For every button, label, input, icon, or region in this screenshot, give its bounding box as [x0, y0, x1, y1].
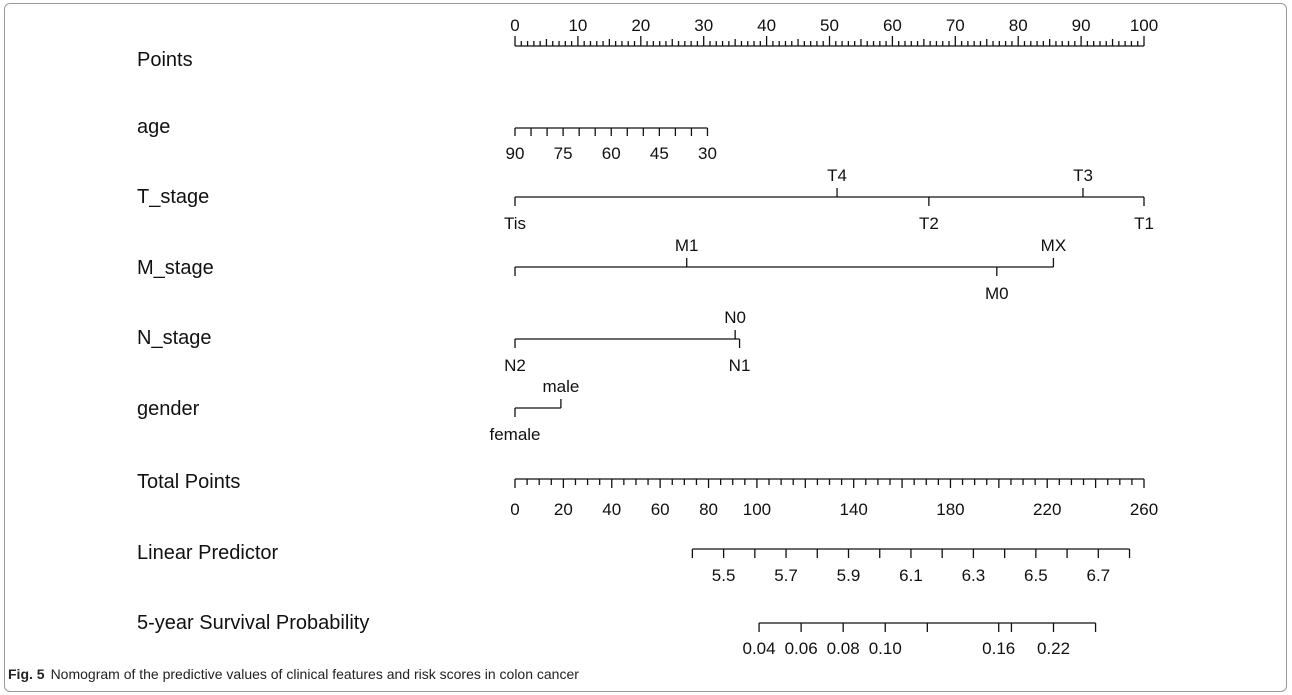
- row-m-stage: M_stage M1 M0 MX: [137, 236, 1066, 303]
- tick-label: 20: [631, 16, 650, 35]
- tick-label: 0.04: [743, 639, 776, 658]
- tick-label: 60: [883, 16, 902, 35]
- tick-label: 0.10: [869, 639, 902, 658]
- row-n-stage: N_stage N2 N0 N1: [137, 308, 750, 375]
- tick-label: 260: [1130, 500, 1158, 519]
- tick-label: 30: [698, 144, 717, 163]
- row-label: gender: [137, 398, 200, 420]
- tick-label: 0.16: [982, 639, 1015, 658]
- tick-label: 6.1: [899, 566, 923, 585]
- tick-label: 0.06: [785, 639, 818, 658]
- tick-label: 10: [568, 16, 587, 35]
- category-label: female: [489, 425, 540, 444]
- tick-label: 40: [757, 16, 776, 35]
- tick-label: 0.08: [827, 639, 860, 658]
- tick-label: 6.5: [1024, 566, 1048, 585]
- nomogram-chart: Points 0 10 20 30 40 50 60 70 80 90 100 age 90 75 60 45 3…: [137, 16, 1158, 658]
- row-gender: gender female male: [137, 377, 579, 444]
- tick-label: 5.9: [837, 566, 861, 585]
- tick-label: 40: [602, 500, 621, 519]
- category-label: T2: [919, 214, 939, 233]
- figure-caption: Fig. 5 Nomogram of the predictive values …: [8, 666, 579, 682]
- tick-label: 45: [650, 144, 669, 163]
- tick-label: 60: [602, 144, 621, 163]
- tick-label: 100: [743, 500, 771, 519]
- row-label: T_stage: [137, 186, 209, 208]
- row-points: Points 0 10 20 30 40 50 60 70 80 90 100: [137, 16, 1158, 71]
- category-label: T3: [1073, 166, 1093, 185]
- row-age: age 90 75 60 45 30: [137, 116, 717, 163]
- tick-label: 50: [820, 16, 839, 35]
- tick-label: 30: [694, 16, 713, 35]
- tick-label: 220: [1033, 500, 1061, 519]
- figure-frame: [4, 3, 1287, 692]
- tick-label: 80: [1009, 16, 1028, 35]
- category-label: Tis: [504, 214, 526, 233]
- row-label: Linear Predictor: [137, 542, 279, 564]
- category-label: N2: [504, 356, 526, 375]
- category-label: M0: [985, 284, 1009, 303]
- row-label: Total Points: [137, 471, 240, 493]
- tick-label: 6.7: [1086, 566, 1110, 585]
- tick-label: 75: [554, 144, 573, 163]
- tick-label: 100: [1130, 16, 1158, 35]
- tick-label: 20: [554, 500, 573, 519]
- category-label: M1: [675, 236, 699, 255]
- tick-label: 0: [510, 500, 519, 519]
- tick-label: 180: [936, 500, 964, 519]
- category-label: MX: [1041, 236, 1067, 255]
- row-5-year-survival-probability: 5-year Survival Probability 0.04 0.06 0.08 0…: [137, 612, 1097, 658]
- tick-label: 5.7: [774, 566, 798, 585]
- figure-caption-label: Fig. 5: [8, 666, 45, 682]
- tick-label: 5.5: [712, 566, 736, 585]
- figure-caption-text: Nomogram of the predictive values of cli…: [50, 666, 579, 682]
- row-label: M_stage: [137, 257, 214, 279]
- row-linear-predictor: Linear Predictor 5.5 5.7 5.9 6.1 6.3 6.5 6.7: [137, 542, 1131, 585]
- row-label: age: [137, 116, 170, 138]
- tick-label: 90: [1072, 16, 1091, 35]
- tick-label: 140: [840, 500, 868, 519]
- row-t-stage: T_stage Tis T4 T2 T3 T1: [137, 166, 1154, 233]
- category-label: N1: [729, 356, 751, 375]
- tick-label: 70: [946, 16, 965, 35]
- tick-label: 0: [510, 16, 519, 35]
- category-label: T4: [827, 166, 847, 185]
- tick-label: 60: [651, 500, 670, 519]
- tick-label: 80: [699, 500, 718, 519]
- row-label: Points: [137, 49, 193, 71]
- tick-label: 6.3: [962, 566, 986, 585]
- tick-label: 90: [506, 144, 525, 163]
- category-label: male: [542, 377, 579, 396]
- row-label: N_stage: [137, 327, 212, 349]
- category-label: N0: [724, 308, 746, 327]
- tick-label: 0.22: [1037, 639, 1070, 658]
- row-total-points: Total Points 0 20 40 60 80 100 140 180 220 260: [137, 471, 1158, 519]
- row-label: 5-year Survival Probability: [137, 612, 369, 634]
- category-label: T1: [1134, 214, 1154, 233]
